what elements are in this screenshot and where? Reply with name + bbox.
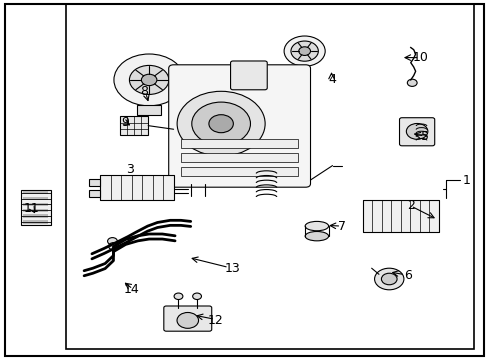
Text: 5: 5: [421, 130, 428, 143]
Bar: [100, 175, 173, 200]
Ellipse shape: [305, 231, 328, 241]
Text: 1: 1: [462, 174, 470, 186]
Bar: [89, 179, 100, 186]
Text: 14: 14: [124, 283, 140, 296]
Text: 12: 12: [207, 314, 223, 327]
Circle shape: [406, 123, 427, 139]
Circle shape: [192, 293, 201, 300]
Circle shape: [177, 91, 264, 156]
Circle shape: [208, 115, 233, 133]
Bar: [120, 116, 148, 135]
FancyBboxPatch shape: [163, 306, 211, 331]
Bar: [23, 191, 48, 194]
Circle shape: [381, 273, 396, 285]
Text: 3: 3: [125, 163, 133, 176]
Text: 2: 2: [406, 199, 414, 212]
Bar: [66, 4, 473, 349]
Bar: [23, 203, 48, 206]
Bar: [23, 197, 48, 200]
Circle shape: [191, 102, 250, 145]
Ellipse shape: [305, 221, 328, 231]
Bar: [181, 153, 298, 162]
Bar: [89, 190, 100, 197]
Circle shape: [284, 36, 325, 66]
Text: 13: 13: [224, 262, 240, 275]
Circle shape: [107, 238, 117, 245]
FancyBboxPatch shape: [168, 65, 310, 187]
Bar: [137, 105, 161, 115]
Text: 10: 10: [412, 51, 427, 64]
Bar: [23, 215, 48, 218]
Bar: [20, 190, 51, 225]
Text: 4: 4: [328, 73, 336, 86]
Text: 8: 8: [140, 85, 148, 98]
FancyBboxPatch shape: [230, 61, 266, 90]
Circle shape: [407, 79, 416, 86]
Circle shape: [129, 66, 168, 94]
Bar: [181, 139, 298, 148]
Bar: [23, 208, 48, 212]
Text: 7: 7: [338, 220, 346, 233]
Bar: [362, 200, 438, 232]
Circle shape: [114, 54, 184, 106]
Circle shape: [108, 243, 118, 250]
Circle shape: [141, 74, 157, 86]
Text: 9: 9: [121, 116, 128, 129]
Bar: [23, 220, 48, 224]
Bar: [181, 167, 298, 176]
Circle shape: [298, 47, 310, 55]
Text: 6: 6: [404, 269, 411, 282]
FancyBboxPatch shape: [399, 118, 434, 146]
Circle shape: [177, 312, 198, 328]
Circle shape: [174, 293, 183, 300]
Circle shape: [290, 41, 318, 61]
Circle shape: [374, 268, 403, 290]
Text: 11: 11: [24, 202, 40, 215]
